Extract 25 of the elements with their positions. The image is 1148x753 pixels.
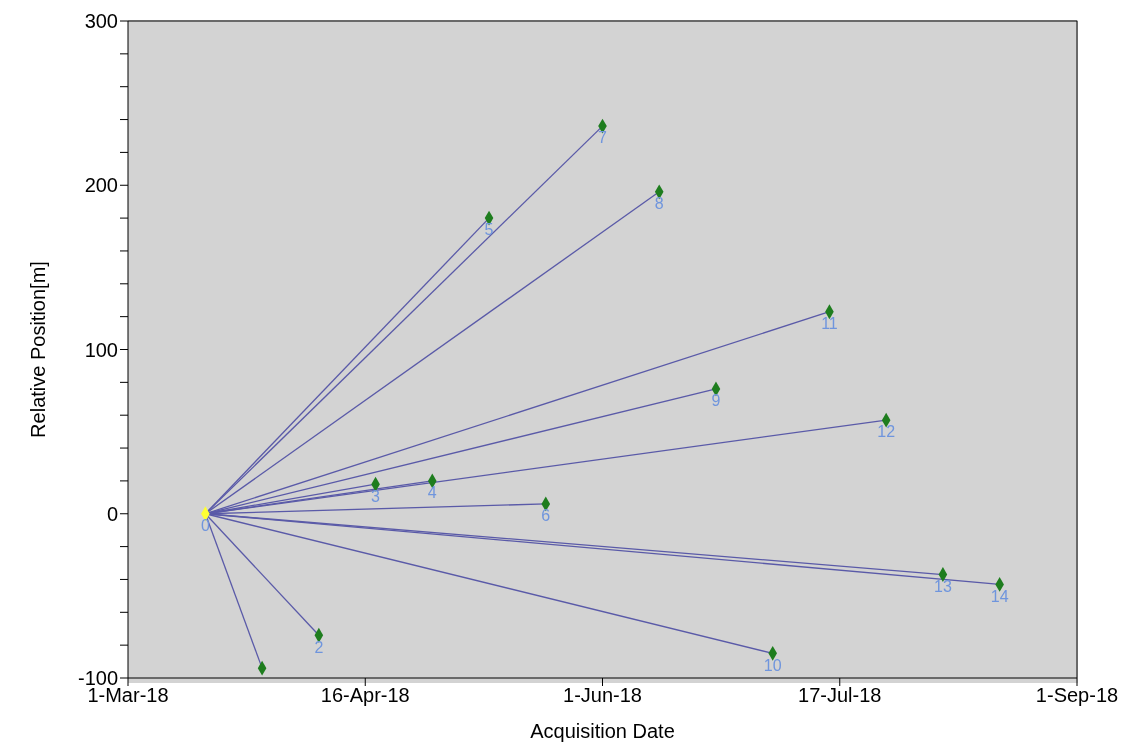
annotation: 13 [934, 577, 952, 595]
annotation: 6 [541, 507, 551, 525]
annotation: 4 [427, 484, 437, 502]
y-tick-label: 0 [106, 502, 118, 525]
x-tick-label: 17-Jul-18 [798, 684, 882, 707]
y-tick-label: 100 [84, 338, 118, 361]
annotation: 11 [821, 315, 838, 333]
annotation: 3 [371, 487, 381, 505]
x-tick-label: 1-Jun-18 [563, 684, 642, 707]
x-tick-label: 1-Mar-18 [87, 684, 169, 707]
x-tick-label: 16-Apr-18 [320, 684, 410, 707]
annotation: 0 [200, 517, 210, 535]
annotation: 12 [877, 423, 896, 441]
annotation: 2 [314, 638, 324, 656]
annotation: 7 [598, 129, 608, 147]
x-axis-title: Acquisition Date [530, 720, 675, 742]
annotation: 9 [711, 392, 721, 410]
y-tick-label: 300 [84, 10, 118, 33]
annotation: 14 [990, 587, 1009, 605]
y-axis-title: Relative Position[m] [27, 261, 50, 438]
annotation: 10 [763, 656, 782, 674]
annotation: 8 [654, 195, 664, 213]
y-tick-label: 200 [84, 174, 118, 197]
x-tick-label: 1-Sep-18 [1035, 684, 1119, 707]
annotation: 5 [484, 221, 494, 239]
